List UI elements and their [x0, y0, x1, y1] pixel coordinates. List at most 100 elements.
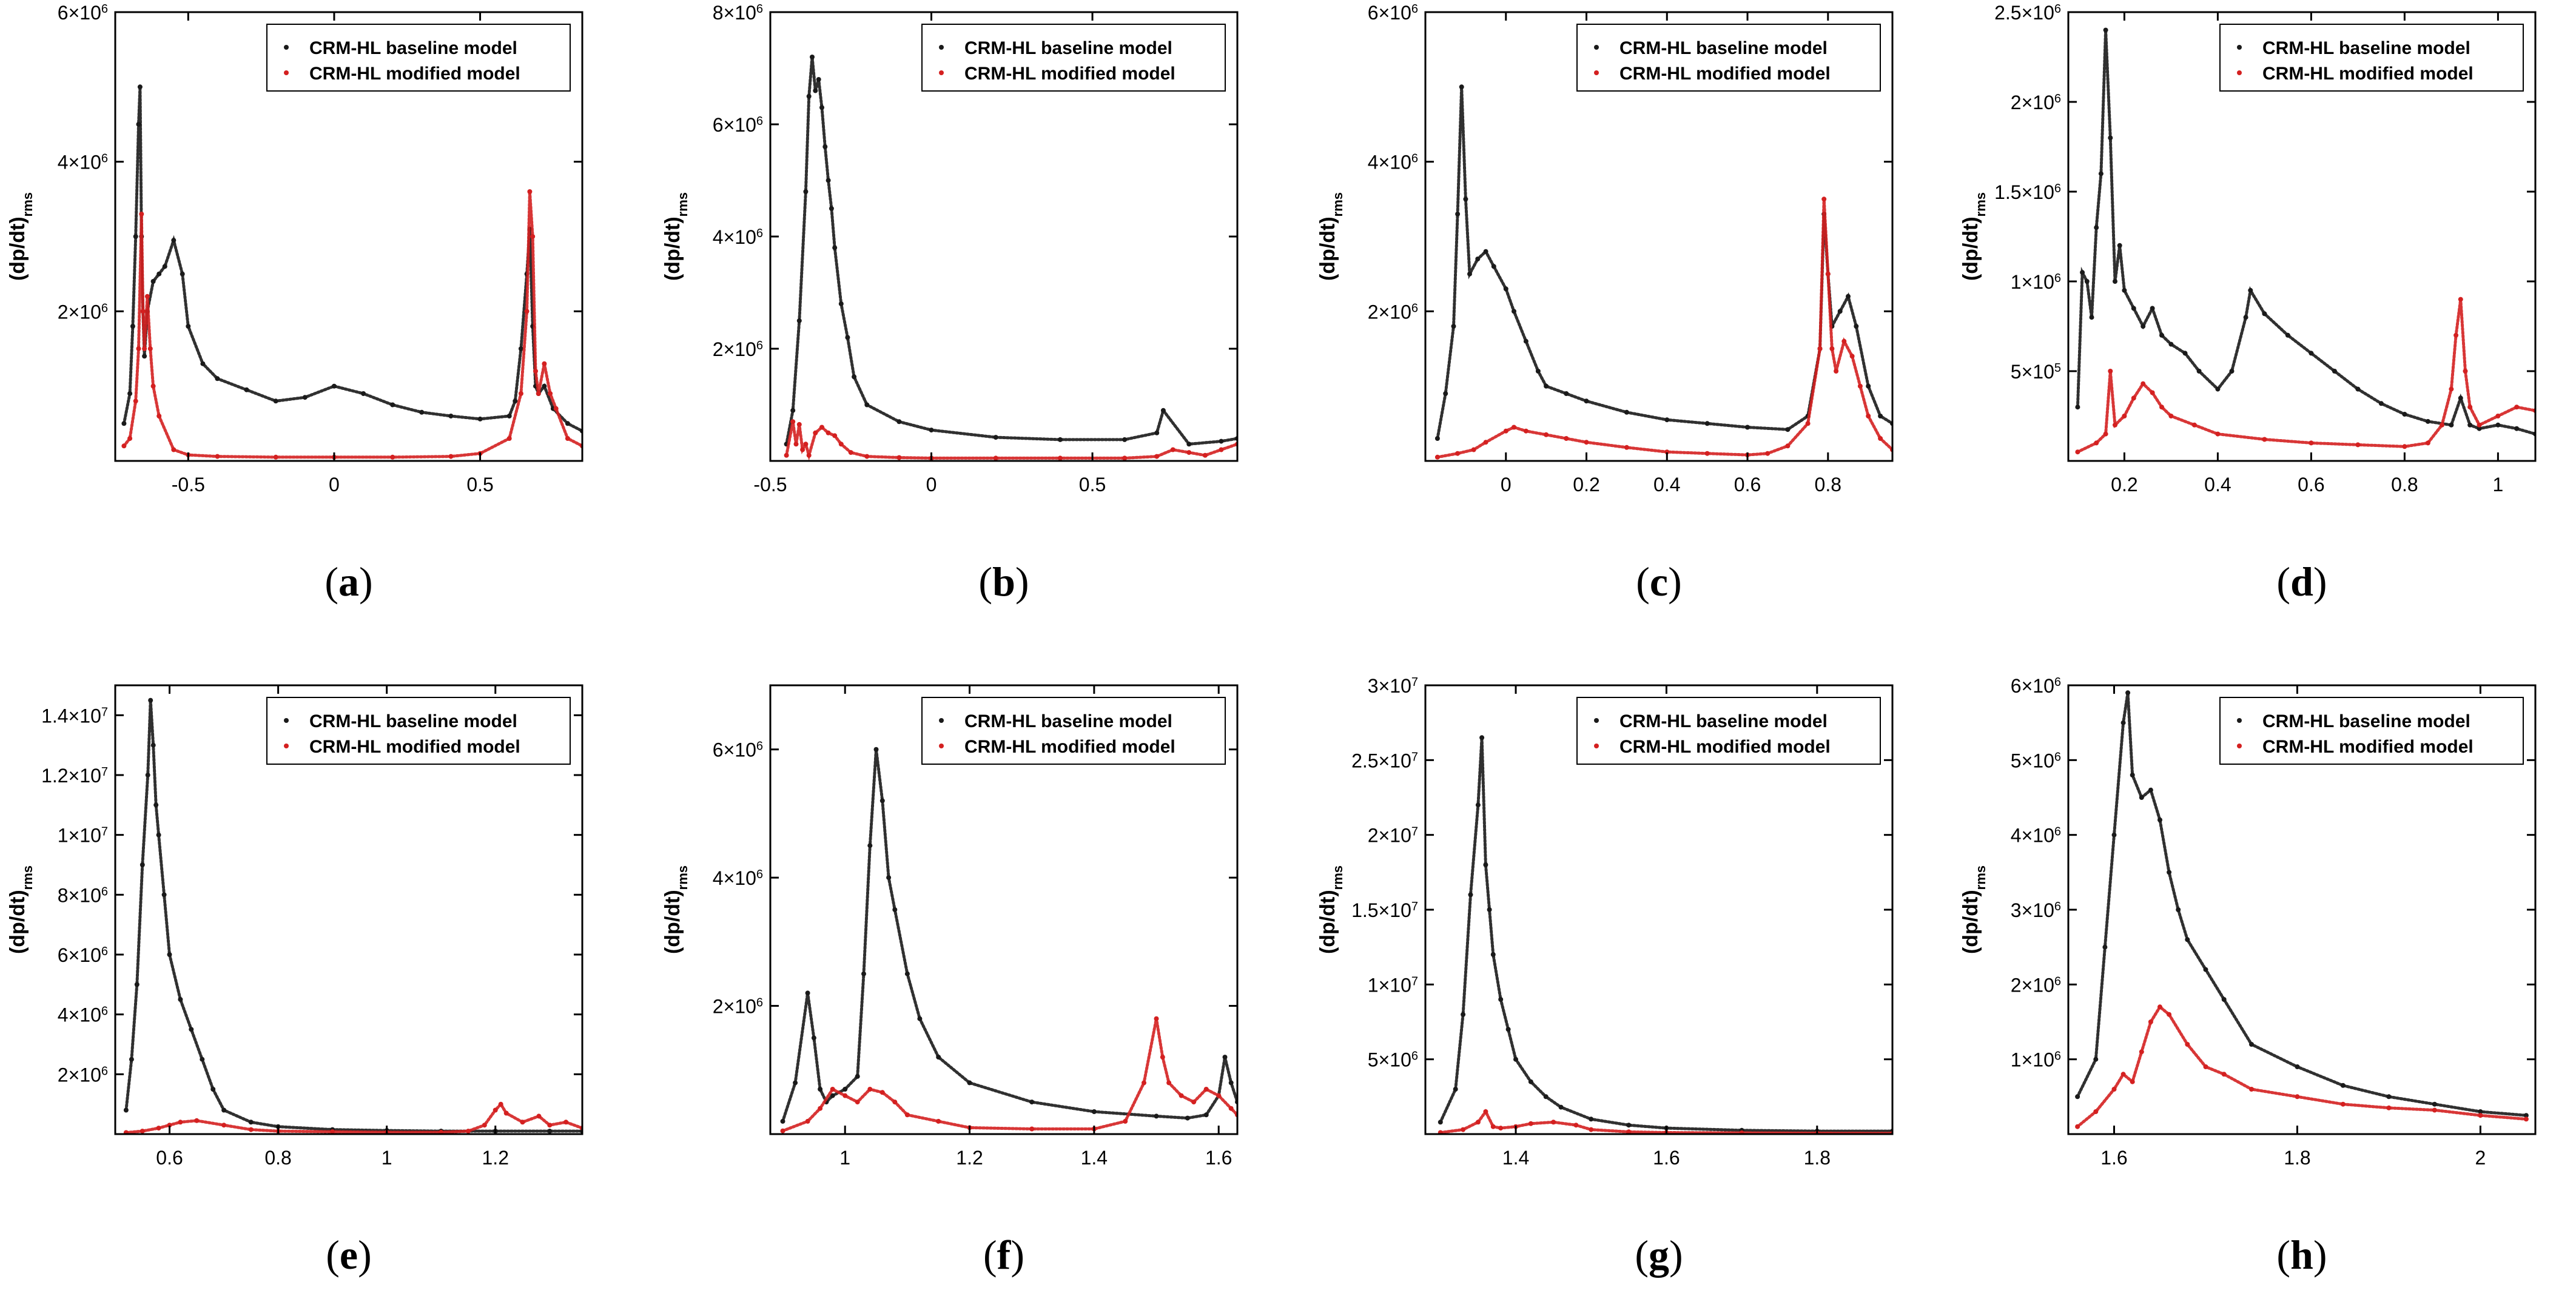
- data-point: [563, 1120, 569, 1125]
- panel-caption: (g): [1635, 1232, 1683, 1278]
- series-baseline-f: [780, 747, 1237, 1124]
- data-point: [790, 408, 796, 413]
- y-tick-label: 6×106: [58, 2, 108, 24]
- legend-marker: [284, 45, 289, 50]
- data-point: [156, 414, 162, 418]
- legend-label: CRM-HL baseline model: [1619, 38, 1828, 58]
- plot-frame: [2067, 11, 2537, 462]
- data-point: [156, 832, 161, 838]
- data-point: [1170, 447, 1175, 452]
- data-point: [2122, 414, 2127, 418]
- data-point: [1434, 436, 1440, 441]
- data-point: [2425, 418, 2430, 424]
- caption-letter: d: [2290, 559, 2313, 605]
- data-point: [186, 324, 191, 329]
- chart-panel-e: 0.6 0.8 1 1.2 2×106 4×106 6×106 8×106 1×107 1.2×1…: [6, 684, 583, 1169]
- data-point: [1512, 309, 1516, 314]
- data-point: [1483, 249, 1488, 254]
- x-tick-label: 1: [2493, 474, 2504, 495]
- data-point: [503, 1110, 509, 1116]
- data-point: [1468, 892, 1473, 898]
- legend: CRM-HL baseline model CRM-HL modified mod…: [266, 697, 571, 765]
- data-point: [524, 309, 530, 314]
- data-point: [1558, 1104, 1564, 1110]
- data-point: [2262, 311, 2267, 317]
- data-point: [144, 294, 150, 299]
- data-point: [818, 1087, 823, 1092]
- data-point: [1543, 1094, 1549, 1100]
- data-point: [2094, 440, 2099, 446]
- data-point: [2467, 422, 2473, 428]
- data-point: [150, 279, 156, 284]
- data-point: [842, 1093, 848, 1098]
- data-point: [547, 1129, 553, 1134]
- data-point: [1817, 346, 1823, 351]
- panel-caption: (c): [1636, 559, 1682, 605]
- data-point: [1626, 1123, 1632, 1128]
- data-point: [1467, 271, 1472, 277]
- y-tick-label: 5×105: [2011, 361, 2061, 383]
- y-axis-label: (dp/dt)rms: [1316, 192, 1345, 281]
- data-point: [1475, 802, 1481, 808]
- data-point: [156, 1126, 161, 1131]
- y-tick-label: 1×107: [58, 825, 108, 847]
- y-tick-label: 1.5×107: [1351, 899, 1418, 921]
- panel-caption: (d): [2276, 559, 2327, 605]
- caption-letter: h: [2290, 1232, 2313, 1278]
- data-point: [793, 442, 799, 447]
- data-point: [1122, 437, 1128, 442]
- data-point: [2102, 944, 2108, 950]
- data-point: [2075, 1094, 2080, 1100]
- data-point: [1664, 417, 1670, 423]
- data-point: [2103, 27, 2108, 33]
- series-line: [1439, 1109, 1892, 1134]
- data-point: [805, 1118, 810, 1124]
- data-point: [2131, 395, 2136, 401]
- caption-letter: b: [992, 559, 1015, 605]
- data-point: [784, 452, 789, 458]
- data-point: [2514, 426, 2520, 431]
- caption-letter: e: [339, 1232, 358, 1278]
- legend-marker: [1594, 70, 1599, 75]
- y-tick-label: 2×106: [58, 301, 108, 323]
- legend-label: CRM-HL baseline model: [964, 711, 1172, 731]
- data-point: [2148, 1019, 2153, 1024]
- data-point: [1505, 1027, 1511, 1032]
- data-point: [1057, 437, 1063, 442]
- data-point: [830, 1093, 835, 1098]
- y-tick-label: 4×106: [713, 226, 763, 248]
- data-point: [1664, 449, 1670, 455]
- y-tick-label: 2×106: [2011, 92, 2061, 113]
- y-tick-label: 2×106: [58, 1064, 108, 1086]
- data-point: [142, 346, 147, 351]
- plot-frame: [114, 684, 583, 1135]
- data-point: [2477, 426, 2482, 431]
- data-point: [147, 346, 153, 351]
- data-point: [1185, 1115, 1190, 1121]
- legend-label: CRM-HL baseline model: [2262, 711, 2470, 731]
- x-tick-label: 0.2: [1573, 474, 1599, 495]
- data-point: [832, 245, 838, 250]
- data-point: [390, 402, 395, 408]
- data-point: [2458, 297, 2463, 302]
- data-point: [565, 436, 570, 441]
- data-point: [1166, 1080, 1172, 1086]
- data-point: [1825, 271, 1831, 277]
- data-point: [1829, 346, 1835, 351]
- data-point: [2386, 1105, 2392, 1110]
- data-point: [829, 206, 834, 211]
- data-point: [1535, 369, 1541, 374]
- legend-marker: [939, 718, 944, 723]
- data-point: [273, 398, 278, 404]
- data-point: [2378, 401, 2384, 406]
- data-point: [845, 335, 850, 340]
- y-tick-label: 2×107: [1368, 825, 1418, 847]
- data-point: [1878, 436, 1883, 441]
- data-point: [2130, 773, 2135, 777]
- data-point: [121, 443, 127, 449]
- data-point: [1483, 440, 1488, 445]
- data-point: [1854, 324, 1859, 329]
- data-point: [811, 1035, 816, 1041]
